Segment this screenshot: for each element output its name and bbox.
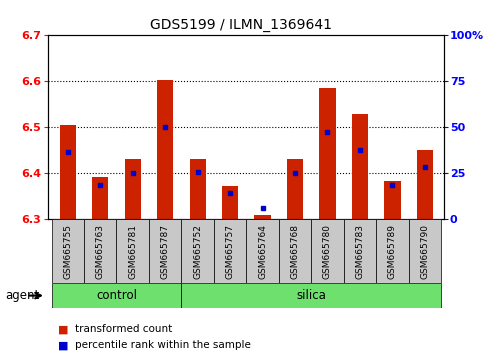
Bar bbox=[157, 80, 173, 219]
Text: GSM665755: GSM665755 bbox=[63, 224, 72, 279]
Text: GSM665781: GSM665781 bbox=[128, 224, 137, 279]
Bar bbox=[319, 88, 336, 219]
Text: GDS5199 / ILMN_1369641: GDS5199 / ILMN_1369641 bbox=[151, 18, 332, 32]
FancyBboxPatch shape bbox=[84, 219, 116, 283]
FancyBboxPatch shape bbox=[344, 219, 376, 283]
Text: ■: ■ bbox=[58, 340, 69, 350]
FancyBboxPatch shape bbox=[52, 283, 182, 308]
Bar bbox=[352, 114, 368, 219]
Text: percentile rank within the sample: percentile rank within the sample bbox=[75, 340, 251, 350]
Text: silica: silica bbox=[296, 289, 326, 302]
FancyBboxPatch shape bbox=[182, 283, 441, 308]
Text: GSM665787: GSM665787 bbox=[161, 224, 170, 279]
Bar bbox=[384, 181, 400, 219]
Bar bbox=[287, 159, 303, 219]
FancyBboxPatch shape bbox=[409, 219, 441, 283]
Bar bbox=[222, 186, 238, 219]
FancyBboxPatch shape bbox=[116, 219, 149, 283]
Text: GSM665752: GSM665752 bbox=[193, 224, 202, 279]
FancyBboxPatch shape bbox=[279, 219, 311, 283]
FancyBboxPatch shape bbox=[214, 219, 246, 283]
FancyBboxPatch shape bbox=[182, 219, 214, 283]
Bar bbox=[60, 125, 76, 219]
Text: GSM665763: GSM665763 bbox=[96, 224, 105, 279]
Text: ■: ■ bbox=[58, 324, 69, 334]
FancyBboxPatch shape bbox=[246, 219, 279, 283]
FancyBboxPatch shape bbox=[376, 219, 409, 283]
FancyBboxPatch shape bbox=[52, 219, 84, 283]
Text: GSM665783: GSM665783 bbox=[355, 224, 365, 279]
FancyBboxPatch shape bbox=[311, 219, 344, 283]
FancyBboxPatch shape bbox=[149, 219, 182, 283]
Text: GSM665780: GSM665780 bbox=[323, 224, 332, 279]
Bar bbox=[255, 215, 270, 219]
Bar bbox=[125, 159, 141, 219]
Text: GSM665789: GSM665789 bbox=[388, 224, 397, 279]
Bar bbox=[92, 177, 108, 219]
Bar bbox=[417, 149, 433, 219]
Text: control: control bbox=[96, 289, 137, 302]
Text: GSM665764: GSM665764 bbox=[258, 224, 267, 279]
Text: GSM665757: GSM665757 bbox=[226, 224, 235, 279]
Text: transformed count: transformed count bbox=[75, 324, 172, 334]
Bar bbox=[189, 159, 206, 219]
Text: GSM665790: GSM665790 bbox=[420, 224, 429, 279]
Text: GSM665768: GSM665768 bbox=[291, 224, 299, 279]
Text: agent: agent bbox=[5, 289, 39, 302]
